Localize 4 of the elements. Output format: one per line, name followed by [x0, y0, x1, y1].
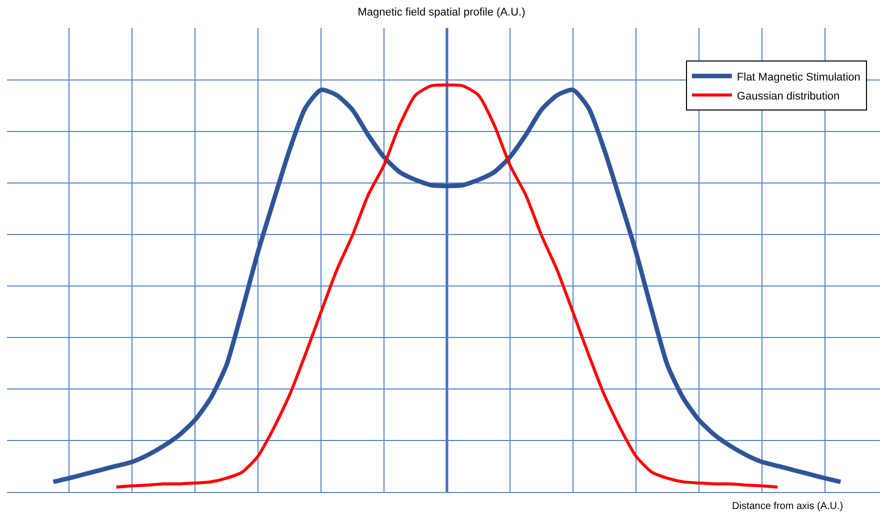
chart-title: Magnetic field spatial profile (A.U.) — [358, 6, 526, 18]
legend-label: Flat Magnetic Stimulation — [736, 71, 860, 84]
x-axis-title: Distance from axis (A.U.) — [732, 501, 844, 512]
legend-label: Gaussian distribution — [736, 90, 840, 102]
